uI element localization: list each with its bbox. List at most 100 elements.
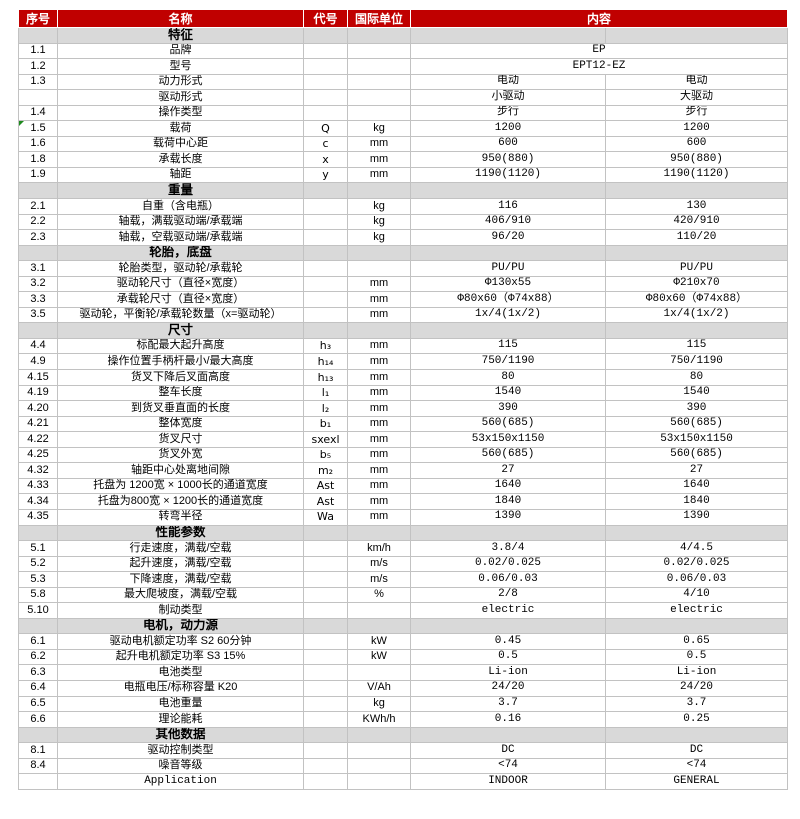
- section-no-cell: [18, 182, 58, 200]
- row-value-cell-2: 0.5: [604, 648, 789, 666]
- row-name-cell: 轴距中心处离地间隙: [57, 462, 304, 479]
- row-name-cell: 轴载，满载驱动端/承载端: [57, 213, 304, 231]
- section-no-cell: [18, 726, 58, 744]
- section-no-cell: [18, 322, 58, 339]
- row-unit-cell: mm: [347, 384, 411, 402]
- row-value-cell-2: 560(685): [604, 446, 789, 464]
- row-code-cell: [303, 555, 348, 573]
- row-name-cell: 驱动轮尺寸（直径×宽度）: [57, 275, 304, 293]
- section-code-cell: [303, 524, 348, 542]
- row-no-cell: 1.4: [18, 104, 58, 122]
- row-name-cell: 噪音等级: [57, 757, 304, 775]
- row-value-cell-2: 53x150x1150: [604, 431, 789, 448]
- spec-row: 1.4 操作类型 步行 步行: [18, 104, 789, 122]
- row-name-cell: 起升速度，满载/空载: [57, 555, 304, 573]
- row-value-cell-1: DC: [410, 742, 606, 759]
- row-name-cell: 型号: [57, 58, 304, 75]
- row-value-cell-1: 750/1190: [410, 353, 606, 371]
- row-name-cell: 制动类型: [57, 602, 304, 619]
- row-name-cell: 转弯半径: [57, 508, 304, 526]
- col-header-name: 名称: [57, 9, 304, 28]
- spec-row: 5.1 行走速度，满载/空载 km/h 3.8/4 4/4.5: [18, 540, 789, 557]
- row-code-cell: [303, 291, 348, 308]
- row-unit-cell: [347, 89, 411, 106]
- row-unit-cell: [347, 773, 411, 790]
- section-row: 重量: [18, 182, 789, 200]
- row-code-cell: sxexl: [303, 431, 348, 448]
- section-value-cell-1: [410, 182, 606, 200]
- row-unit-cell: [347, 742, 411, 759]
- row-value-cell-2: 1x/4(1x/2): [604, 306, 789, 324]
- spec-row: 3.5 驱动轮，平衡轮/承载轮数量（x=驱动轮） mm 1x/4(1x/2) 1x/4(…: [18, 306, 789, 324]
- row-code-cell: [303, 229, 348, 246]
- row-value-cell-2: Φ210x70: [604, 275, 789, 293]
- section-value-cell-1: [410, 244, 606, 262]
- section-row: 其他数据: [18, 726, 789, 744]
- row-no-cell: 3.2: [18, 275, 58, 293]
- row-code-cell: [303, 306, 348, 324]
- row-code-cell: Wa: [303, 508, 348, 526]
- row-value-cell-1: 1390: [410, 508, 606, 526]
- row-code-cell: h₁₃: [303, 369, 348, 386]
- section-value-cell-1: [410, 27, 606, 44]
- spec-row: 4.21 整体宽度 b₁ mm 560(685) 560(685): [18, 415, 789, 433]
- section-no-cell: [18, 617, 58, 635]
- row-value-cell-1: 0.02/0.025: [410, 555, 606, 573]
- row-unit-cell: kg: [347, 213, 411, 231]
- row-unit-cell: [347, 104, 411, 122]
- row-code-cell: l₁: [303, 384, 348, 402]
- row-value-cell-1: Φ80x60（Φ74x88）: [410, 291, 606, 308]
- row-value-cell-1: 27: [410, 462, 606, 479]
- row-code-cell: l₂: [303, 400, 348, 417]
- row-no-cell: [18, 773, 58, 790]
- row-unit-cell: kg: [347, 229, 411, 246]
- row-value-cell-2: GENERAL: [604, 773, 789, 790]
- row-no-cell: 5.2: [18, 555, 58, 573]
- section-value-cell-2: [604, 726, 789, 744]
- row-name-cell: 电瓶电压/标称容量 K20: [57, 679, 304, 697]
- row-no-cell: 1.2: [18, 58, 58, 75]
- row-code-cell: [303, 773, 348, 790]
- row-unit-cell: kg: [347, 120, 411, 137]
- row-unit-cell: kg: [347, 695, 411, 713]
- section-row: 电机，动力源: [18, 617, 789, 635]
- spec-row: 5.2 起升速度，满载/空载 m/s 0.02/0.025 0.02/0.025: [18, 555, 789, 573]
- section-value-cell-1: [410, 524, 606, 542]
- section-row: 性能参数: [18, 524, 789, 542]
- row-value-cell-1: Li-ion: [410, 664, 606, 681]
- row-value-cell-2: 电动: [604, 73, 789, 91]
- row-value-cell-merged: EPT12-EZ: [409, 58, 789, 75]
- row-value-cell-1: <74: [410, 757, 606, 775]
- row-code-cell: b₅: [303, 446, 348, 464]
- row-name-cell: 品牌: [57, 42, 304, 60]
- row-value-cell-2: 4/4.5: [604, 540, 789, 557]
- spec-row: 6.5 电池重量 kg 3.7 3.7: [18, 695, 789, 713]
- row-value-cell-2: Li-ion: [604, 664, 789, 681]
- row-code-cell: [303, 571, 348, 588]
- row-unit-cell: mm: [347, 508, 411, 526]
- section-unit-cell: [347, 524, 411, 542]
- row-value-cell-1: 1640: [410, 477, 606, 495]
- row-no-cell: 8.1: [18, 742, 58, 759]
- row-name-cell: 驱动轮，平衡轮/承载轮数量（x=驱动轮）: [57, 306, 304, 324]
- row-name-cell: 驱动形式: [57, 89, 304, 106]
- row-unit-cell: mm: [347, 275, 411, 293]
- row-unit-cell: V/Ah: [347, 679, 411, 697]
- section-code-cell: [303, 244, 348, 262]
- row-no-cell: 6.4: [18, 679, 58, 697]
- row-name-cell: 货叉尺寸: [57, 431, 304, 448]
- section-row: 尺寸: [18, 322, 789, 339]
- row-name-cell: 操作位置手柄杆最小/最大高度: [57, 353, 304, 371]
- row-code-cell: [303, 586, 348, 604]
- row-code-cell: [303, 540, 348, 557]
- row-value-cell-1: 1840: [410, 493, 606, 510]
- section-title-cell: 特征: [57, 27, 304, 44]
- row-name-cell: Application: [57, 773, 304, 790]
- row-name-cell: 电池类型: [57, 664, 304, 681]
- row-value-cell-2: 110/20: [604, 229, 789, 246]
- row-no-cell: 4.4: [18, 337, 58, 355]
- spec-row: 6.4 电瓶电压/标称容量 K20 V/Ah 24/20 24/20: [18, 679, 789, 697]
- row-value-cell-2: 27: [604, 462, 789, 479]
- row-code-cell: Ast: [303, 493, 348, 510]
- row-code-cell: [303, 711, 348, 728]
